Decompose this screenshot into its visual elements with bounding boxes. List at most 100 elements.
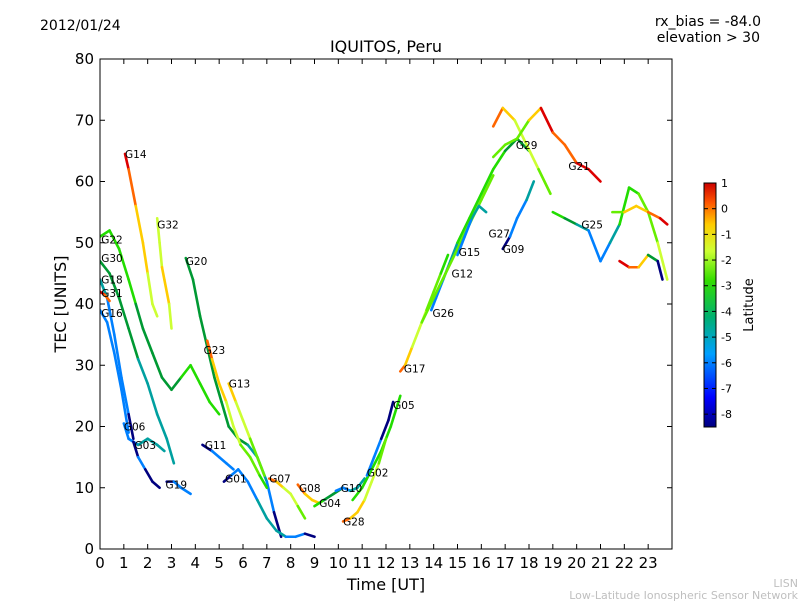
series-segment: [208, 400, 221, 416]
x-tick-label: 22: [615, 554, 634, 572]
series-segment: [258, 474, 269, 490]
series-G31: [100, 290, 111, 303]
series-segment: [480, 167, 495, 196]
series-segment: [503, 137, 519, 147]
series-segment: [372, 437, 383, 459]
series-segment: [463, 216, 474, 238]
series-extra-31: [611, 204, 669, 226]
series-segment: [537, 167, 552, 196]
series-segment: [151, 480, 161, 490]
colorbar-label: Latitude: [742, 278, 757, 332]
series-segment: [234, 400, 245, 422]
series-segment: [184, 256, 195, 281]
series-segment: [205, 339, 214, 361]
series-segment: [429, 296, 438, 312]
series-segment: [165, 437, 176, 465]
series-segment: [289, 492, 300, 508]
series-segment: [587, 229, 602, 263]
series-segment: [123, 152, 130, 171]
series-G07: [267, 477, 307, 520]
x-tick-label: 23: [639, 554, 658, 572]
colorbar-gradient: [703, 182, 717, 428]
series-label: G32: [157, 219, 179, 231]
series-G28: [341, 437, 388, 523]
x-tick-label: 2: [143, 554, 153, 572]
series-segment: [222, 474, 233, 483]
series-segment: [444, 247, 459, 275]
series-segment: [155, 216, 161, 245]
series-segment: [151, 302, 159, 318]
series-label: G06: [124, 422, 146, 434]
series-segment: [501, 235, 512, 251]
series-segment: [117, 247, 130, 281]
series-segment: [656, 259, 664, 281]
series-label: G27: [488, 229, 510, 241]
series-segment: [623, 204, 638, 214]
y-tick-label: 20: [75, 418, 94, 436]
series-segment: [303, 532, 316, 539]
x-tick-label: 14: [424, 554, 443, 572]
series-segment: [127, 412, 135, 441]
series-segment: [618, 259, 631, 269]
series-G16: [100, 308, 130, 434]
colorbar-tick-label: 0: [721, 203, 728, 216]
footer-lisn: LISN: [773, 577, 798, 590]
series-segment: [100, 259, 111, 275]
x-tick-label: 9: [310, 554, 320, 572]
series-G25: [551, 186, 669, 281]
series-segment: [246, 480, 259, 502]
y-axis-label: TEC [UNITS]: [51, 256, 70, 354]
series-segment: [172, 480, 183, 490]
series-segment: [356, 477, 366, 490]
series-label: G30: [101, 253, 123, 265]
series-segment: [425, 290, 435, 312]
series-segment: [432, 272, 447, 300]
series-segment: [167, 302, 173, 330]
x-tick-label: 6: [238, 554, 248, 572]
colorbar-tick-label: -6: [721, 357, 732, 370]
series-label: G22: [101, 235, 123, 247]
series-segment: [232, 425, 242, 447]
series-segment: [163, 278, 171, 306]
series-label: G13: [229, 379, 251, 391]
colorbar-tick-label: 1: [721, 177, 728, 190]
series-segment: [179, 363, 192, 379]
series-label: G21: [568, 161, 590, 173]
series-segment: [551, 210, 567, 220]
series-segment: [143, 468, 154, 483]
series-segment: [551, 131, 567, 147]
series-segment: [255, 455, 266, 477]
series-G13: [227, 382, 266, 477]
series-label: G26: [432, 308, 454, 320]
series-segment: [151, 351, 164, 379]
series-segment: [217, 455, 228, 465]
series-segment: [370, 461, 381, 483]
series-segment: [225, 461, 235, 471]
series-segment: [108, 272, 121, 300]
x-tick-label: 16: [472, 554, 491, 572]
series-extra-32: [618, 253, 664, 281]
series-segment: [122, 422, 130, 441]
series-segment: [515, 137, 531, 153]
series-segment: [141, 241, 149, 275]
series-segment: [236, 468, 250, 483]
series-label: G28: [343, 516, 365, 528]
series-segment: [539, 106, 555, 134]
series-segment: [515, 198, 528, 220]
chart-title: IQUITOS, Peru: [329, 37, 443, 56]
series-segment: [170, 376, 183, 392]
x-tick-label: 8: [286, 554, 296, 572]
x-tick-label: 13: [400, 554, 419, 572]
series-segment: [587, 167, 602, 183]
series-segment: [146, 272, 154, 306]
x-tick-label: 15: [448, 554, 467, 572]
series-G06: [122, 422, 166, 453]
series-segment: [575, 161, 590, 171]
x-tick-label: 7: [262, 554, 272, 572]
series-segment: [134, 204, 145, 245]
series-G10: [334, 477, 366, 493]
series-segment: [658, 216, 669, 226]
series-segment: [387, 400, 395, 422]
series-segment: [225, 400, 235, 428]
series-G32: [155, 216, 173, 330]
